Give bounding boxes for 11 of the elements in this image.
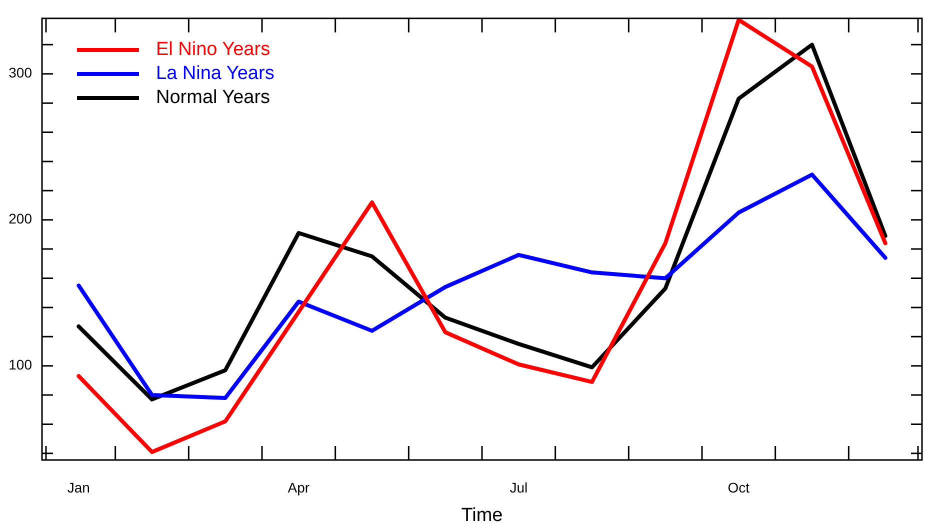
x-tick-label: Jan xyxy=(67,479,90,496)
x-tick-label: Jul xyxy=(510,479,528,496)
y-tick-label: 100 xyxy=(8,356,32,373)
y-tick-label: 200 xyxy=(8,210,32,227)
x-tick-label: Apr xyxy=(288,479,310,496)
legend-label: Normal Years xyxy=(156,86,270,110)
legend-label: La Nina Years xyxy=(156,62,274,86)
legend-label: El Nino Years xyxy=(156,38,270,62)
x-tick-label: Oct xyxy=(728,479,750,496)
x-axis-title: Time xyxy=(461,504,503,526)
y-tick-label: 300 xyxy=(8,64,32,81)
